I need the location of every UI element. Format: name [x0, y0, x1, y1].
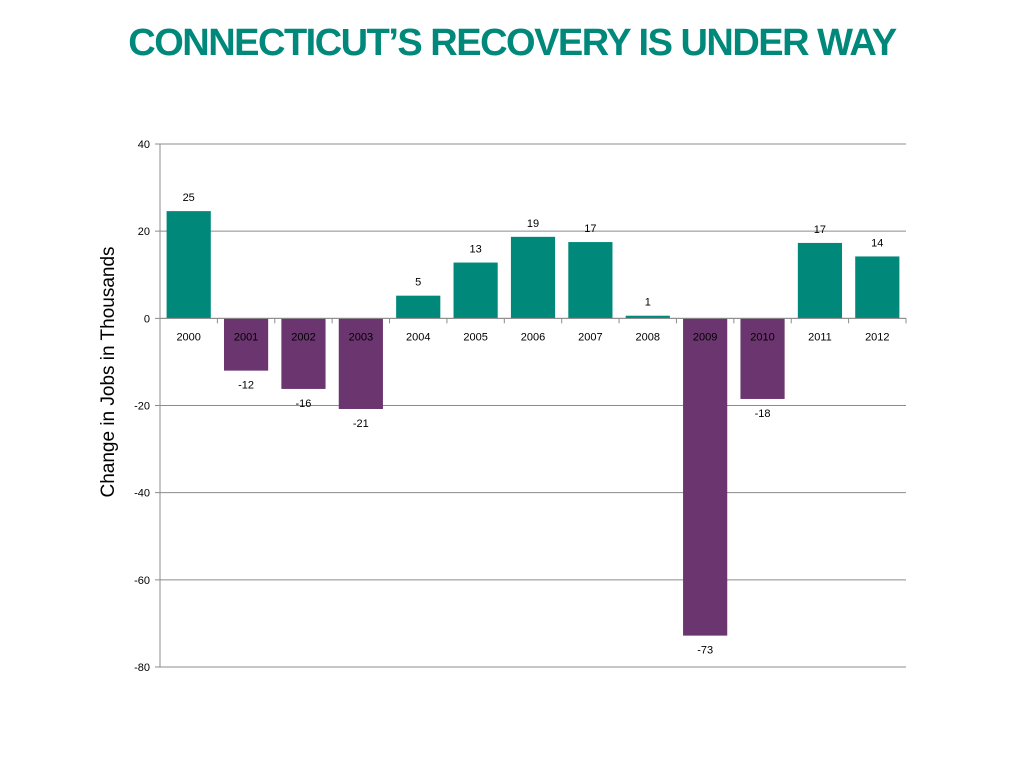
data-label: 13 — [469, 244, 481, 256]
y-tick-label: 20 — [138, 226, 150, 238]
bar-2006 — [510, 236, 556, 319]
bars — [166, 211, 900, 636]
x-category-label: 2008 — [636, 331, 660, 343]
data-label: -16 — [296, 398, 312, 410]
x-category-label: 2010 — [750, 331, 774, 343]
data-label: 19 — [527, 218, 539, 230]
x-category-label: 2011 — [808, 331, 832, 343]
data-label: 25 — [183, 192, 195, 204]
bar-2010 — [740, 318, 785, 399]
bar-2011 — [797, 242, 843, 319]
x-category-label: 2004 — [406, 331, 430, 343]
data-label: -21 — [353, 418, 369, 430]
data-label: 1 — [645, 297, 651, 309]
bar-2002 — [281, 318, 326, 389]
data-label: 17 — [814, 224, 826, 236]
x-category-label: 2003 — [349, 331, 373, 343]
bar-2009 — [683, 318, 728, 636]
axes — [159, 144, 907, 667]
bar-2012 — [855, 256, 900, 319]
bar-2001 — [223, 318, 269, 371]
x-category-label: 2002 — [291, 331, 315, 343]
y-tick-label: 0 — [144, 313, 150, 325]
y-tick-label: 40 — [138, 139, 150, 151]
x-category-label: 2000 — [176, 331, 200, 343]
x-category-label: 2001 — [234, 331, 258, 343]
y-tick-label: -60 — [134, 575, 150, 587]
x-category-label: 2012 — [865, 331, 889, 343]
bar-2007 — [568, 242, 613, 319]
x-category-label: 2005 — [463, 331, 487, 343]
data-label: -18 — [755, 408, 771, 420]
bar-2000 — [166, 211, 211, 319]
slide-title: CONNECTICUT’S RECOVERY IS UNDER WAY — [128, 22, 897, 64]
bar-2004 — [396, 295, 441, 319]
data-label: -73 — [697, 645, 713, 657]
data-label: 14 — [871, 237, 883, 249]
y-axis-label: Change in Jobs in Thousands — [98, 246, 119, 497]
bar-2003 — [338, 318, 383, 409]
y-tick-label: -80 — [134, 662, 150, 674]
data-label: -12 — [238, 380, 254, 392]
data-label: 17 — [584, 223, 596, 235]
x-category-label: 2009 — [693, 331, 717, 343]
labels: 40 20 0 -20 -40 -60 -80 2000 25 2001 -12 2002 -16 200… — [134, 139, 889, 674]
bar-2005 — [453, 262, 498, 319]
x-category-label: 2007 — [578, 331, 602, 343]
bar-2008 — [625, 315, 670, 319]
data-label: 5 — [415, 277, 421, 289]
x-category-label: 2006 — [521, 331, 545, 343]
y-tick-label: -40 — [134, 488, 150, 500]
y-tick-label: -20 — [134, 401, 150, 413]
